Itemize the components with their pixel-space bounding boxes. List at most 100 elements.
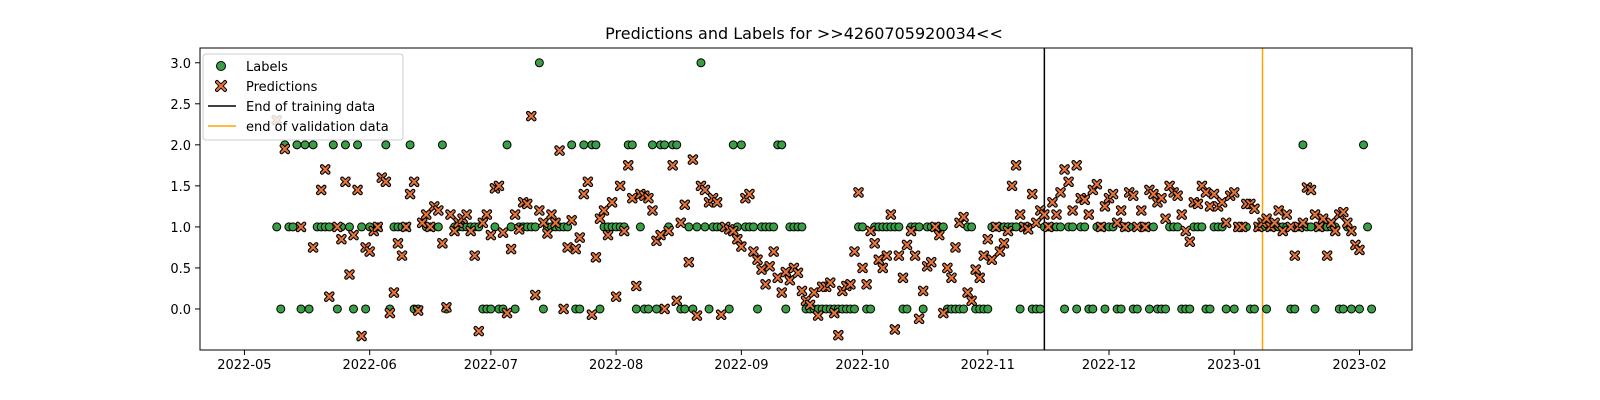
prediction-point	[727, 225, 739, 237]
prediction-point	[1305, 184, 1317, 196]
prediction-point	[1269, 217, 1280, 229]
legend-predictions-text: Predictions	[246, 80, 318, 95]
prediction-point	[780, 266, 792, 278]
label-point	[328, 140, 338, 150]
label-point	[324, 222, 334, 232]
prediction-point	[744, 188, 755, 200]
label-point	[1068, 222, 1078, 232]
prediction-point	[485, 229, 497, 241]
label-point	[1338, 304, 1348, 314]
prediction-point	[1261, 213, 1272, 224]
label-point	[1346, 304, 1356, 314]
prediction-point	[469, 250, 481, 261]
prediction-point	[538, 217, 549, 229]
label-point	[405, 140, 415, 150]
prediction-point	[372, 221, 384, 233]
prediction-point	[675, 217, 687, 229]
prediction-point	[400, 221, 412, 233]
prediction-point	[934, 229, 945, 241]
prediction-point	[441, 302, 452, 313]
prediction-point	[885, 209, 897, 220]
label-point	[1221, 304, 1231, 314]
prediction-point	[574, 232, 586, 243]
prediction-point	[1010, 160, 1022, 171]
prediction-point	[348, 229, 359, 241]
prediction-point	[1216, 196, 1228, 208]
prediction-point	[671, 295, 683, 307]
prediction-point	[1289, 250, 1301, 261]
prediction-point	[828, 307, 840, 319]
label-point	[534, 58, 544, 68]
label-point	[1011, 222, 1021, 232]
label-point	[308, 140, 318, 150]
prediction-point	[1160, 213, 1171, 224]
prediction-point	[461, 209, 472, 220]
prediction-point	[323, 291, 335, 302]
legend-training-text: End of training data	[246, 100, 375, 115]
x-tick-label: 2022-05	[217, 358, 271, 373]
x-tick-label: 2022-09	[714, 358, 768, 373]
prediction-point	[315, 184, 327, 196]
label-point	[660, 140, 670, 150]
label-point	[635, 222, 645, 232]
prediction-point	[513, 224, 525, 235]
prediction-point	[1184, 236, 1196, 247]
prediction-point	[853, 187, 864, 198]
prediction-point	[1297, 217, 1309, 229]
prediction-point	[279, 143, 291, 155]
label-point	[1363, 222, 1373, 232]
label-point	[502, 140, 512, 150]
prediction-point	[667, 160, 678, 171]
prediction-point	[792, 267, 804, 279]
prediction-point	[986, 254, 998, 266]
prediction-point	[760, 279, 771, 290]
prediction-point	[1338, 206, 1349, 218]
label-point	[579, 140, 589, 150]
label-point	[692, 222, 702, 232]
prediction-point	[982, 233, 994, 245]
prediction-point	[796, 285, 808, 297]
prediction-point	[1325, 217, 1337, 229]
label-point	[647, 140, 657, 150]
label-point	[918, 304, 928, 314]
prediction-point	[384, 307, 396, 319]
prediction-point	[865, 225, 876, 237]
prediction-point	[970, 264, 981, 275]
prediction-point	[1127, 190, 1139, 202]
label-point	[1229, 304, 1239, 314]
prediction-point	[392, 238, 404, 249]
label-point	[1354, 304, 1364, 314]
prediction-point	[990, 221, 1002, 233]
prediction-point	[1006, 180, 1018, 192]
prediction-point	[582, 176, 594, 188]
legend-predictions-marker	[215, 80, 227, 92]
prediction-point	[1071, 160, 1082, 171]
label-point	[1056, 222, 1066, 232]
prediction-point	[736, 241, 747, 252]
prediction-point	[1067, 205, 1078, 216]
label-point	[1298, 140, 1308, 150]
prediction-point	[962, 287, 973, 298]
prediction-point	[307, 242, 319, 253]
prediction-point	[1140, 221, 1151, 233]
label-point	[1080, 222, 1090, 232]
prediction-point	[610, 291, 622, 302]
prediction-point	[768, 246, 779, 257]
prediction-point	[889, 324, 901, 335]
prediction-point	[643, 192, 654, 204]
prediction-point	[1148, 188, 1159, 200]
label-point	[858, 222, 868, 232]
prediction-point	[546, 209, 557, 220]
prediction-point	[332, 221, 343, 233]
label-point	[1262, 304, 1272, 314]
prediction-point	[1111, 217, 1123, 229]
prediction-point	[1237, 221, 1248, 233]
label-point	[1132, 304, 1142, 314]
prediction-point	[404, 188, 416, 200]
prediction-point	[1329, 225, 1341, 237]
label-point	[292, 140, 302, 150]
prediction-point	[554, 145, 565, 156]
label-point	[700, 222, 710, 232]
y-tick-label: 3.0	[170, 57, 191, 72]
prediction-point	[857, 262, 868, 274]
